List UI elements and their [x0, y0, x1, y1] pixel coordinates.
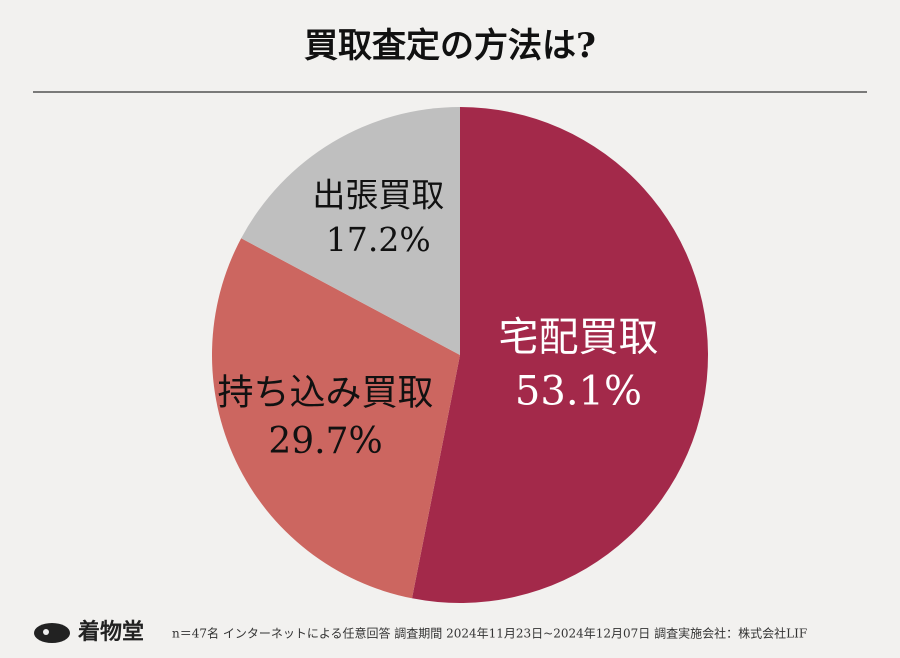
- slice-value-label: 29.7%: [268, 421, 382, 462]
- footnote: n＝47名 インターネットによる任意回答 調査期間 2024年11月23日~20…: [172, 626, 807, 641]
- logo-mark: [34, 623, 70, 643]
- pie-slice: [411, 107, 709, 603]
- chart-title: 買取査定の方法は?: [304, 26, 596, 66]
- slice-label: 持ち込み買取: [218, 372, 434, 413]
- slice-label: 宅配買取: [498, 315, 658, 361]
- logo-text: 着物堂: [77, 619, 144, 645]
- slice-value-label: 53.1%: [515, 369, 642, 415]
- pie-slice: [241, 106, 460, 355]
- pie-slice: [212, 238, 460, 599]
- logo: 着物堂: [34, 619, 144, 645]
- slice-value-label: 17.2%: [326, 220, 431, 259]
- logo-flower: [43, 629, 49, 635]
- slice-label: 出張買取: [312, 175, 444, 214]
